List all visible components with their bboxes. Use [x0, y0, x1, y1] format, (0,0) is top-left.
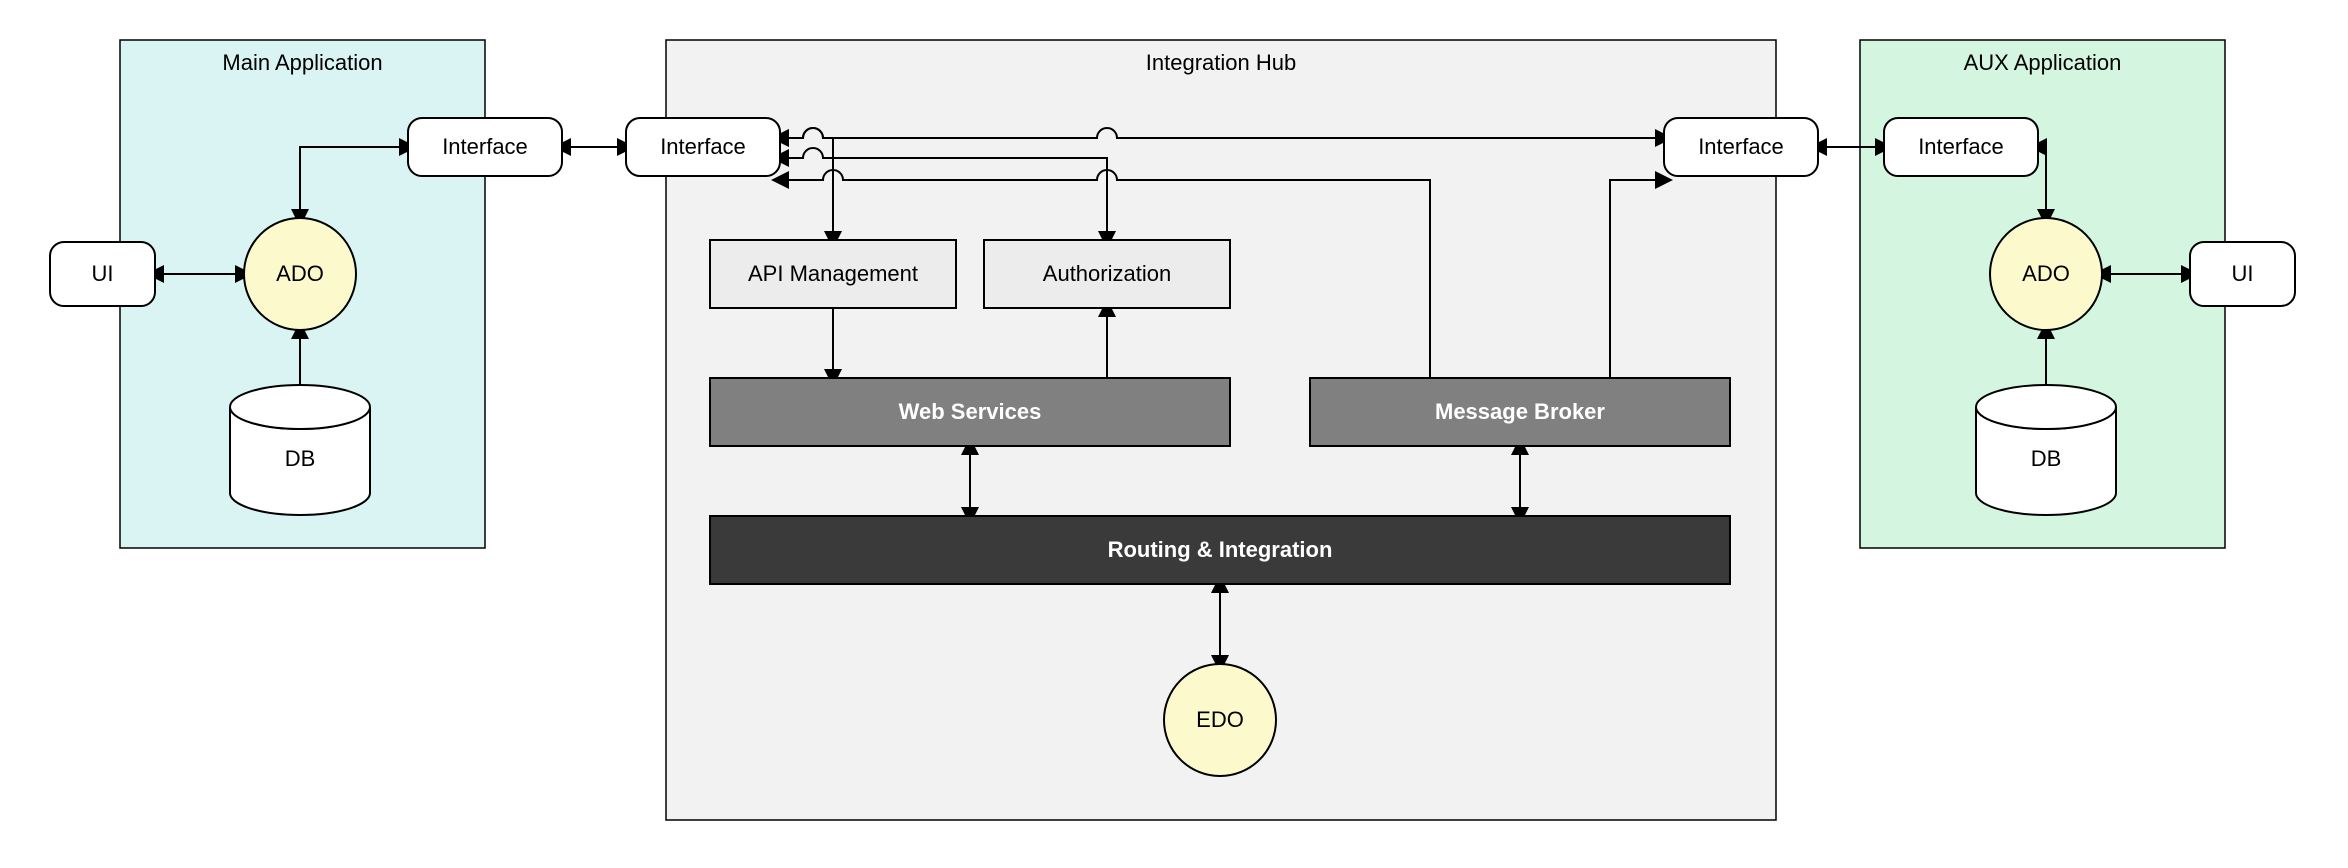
node-auth: Authorization	[984, 240, 1230, 308]
node-db_right: DB	[1976, 385, 2116, 515]
node-ui_left: UI	[50, 242, 155, 306]
node-label-ui_left: UI	[92, 261, 114, 286]
node-label-ado_left: ADO	[276, 261, 324, 286]
node-label-db_left: DB	[285, 446, 316, 471]
node-label-if_aux: Interface	[1918, 134, 2004, 159]
node-msg_broker: Message Broker	[1310, 378, 1730, 446]
region-title-aux_app: AUX Application	[1964, 50, 2122, 75]
node-ui_right: UI	[2190, 242, 2295, 306]
region-title-hub: Integration Hub	[1146, 50, 1296, 75]
node-label-db_right: DB	[2031, 446, 2062, 471]
node-routing: Routing & Integration	[710, 516, 1730, 584]
node-label-auth: Authorization	[1043, 261, 1171, 286]
node-if_aux: Interface	[1884, 118, 2038, 176]
node-label-api_mgmt: API Management	[748, 261, 918, 286]
node-label-if_hub_r: Interface	[1698, 134, 1784, 159]
node-label-ado_right: ADO	[2022, 261, 2070, 286]
node-label-routing: Routing & Integration	[1108, 537, 1333, 562]
node-label-if_hub_l: Interface	[660, 134, 746, 159]
node-label-msg_broker: Message Broker	[1435, 399, 1605, 424]
node-if_hub_l: Interface	[626, 118, 780, 176]
region-title-main_app: Main Application	[222, 50, 382, 75]
node-label-edo: EDO	[1196, 707, 1244, 732]
node-db_left: DB	[230, 385, 370, 515]
node-label-web_svc: Web Services	[899, 399, 1042, 424]
node-if_hub_r: Interface	[1664, 118, 1818, 176]
node-ado_left: ADO	[244, 218, 356, 330]
node-if_main: Interface	[408, 118, 562, 176]
node-web_svc: Web Services	[710, 378, 1230, 446]
node-label-ui_right: UI	[2232, 261, 2254, 286]
node-ado_right: ADO	[1990, 218, 2102, 330]
node-label-if_main: Interface	[442, 134, 528, 159]
node-api_mgmt: API Management	[710, 240, 956, 308]
node-edo: EDO	[1164, 664, 1276, 776]
